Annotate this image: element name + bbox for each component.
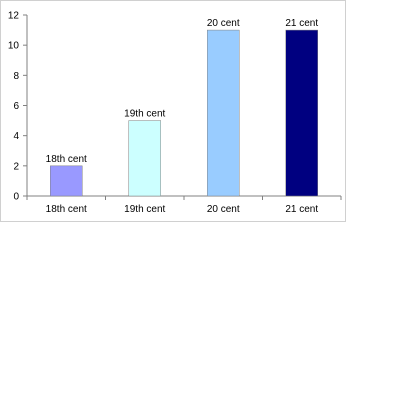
chart-frame: 0 2 4 6 8 10 12 18th cent 19th cent 20 cent 21 ce… [0, 0, 346, 222]
bars [50, 29, 318, 197]
bar-chart: 0 2 4 6 8 10 12 18th cent 19th cent 20 cent 21 ce… [8, 11, 342, 215]
x-tick-label: 18th cent [46, 204, 87, 215]
bar-1 [50, 165, 83, 197]
y-tick-label: 6 [13, 101, 19, 112]
y-tick-label: 10 [8, 41, 20, 52]
y-tick-label: 4 [13, 131, 19, 142]
y-tick-labels: 0 2 4 6 8 10 12 [8, 11, 20, 203]
data-label: 18th cent [46, 154, 87, 165]
x-tick-labels: 18th cent 19th cent 20 cent 21 cent [46, 204, 319, 215]
x-tick-label: 19th cent [124, 204, 165, 215]
y-tick-label: 2 [13, 161, 19, 172]
data-label: 20 cent [207, 18, 240, 29]
data-labels: 18th cent 19th cent 20 cent 21 cent [46, 18, 319, 165]
data-label: 21 cent [285, 18, 318, 29]
x-tick-label: 20 cent [207, 204, 240, 215]
y-tick-label: 8 [13, 71, 19, 82]
bar-4 [285, 29, 318, 197]
bar-3 [207, 29, 240, 197]
data-label: 19th cent [124, 109, 165, 120]
y-tick-label: 0 [13, 192, 19, 203]
y-tick-label: 12 [8, 11, 20, 22]
x-tick-label: 21 cent [285, 204, 318, 215]
bar-2 [128, 120, 161, 197]
